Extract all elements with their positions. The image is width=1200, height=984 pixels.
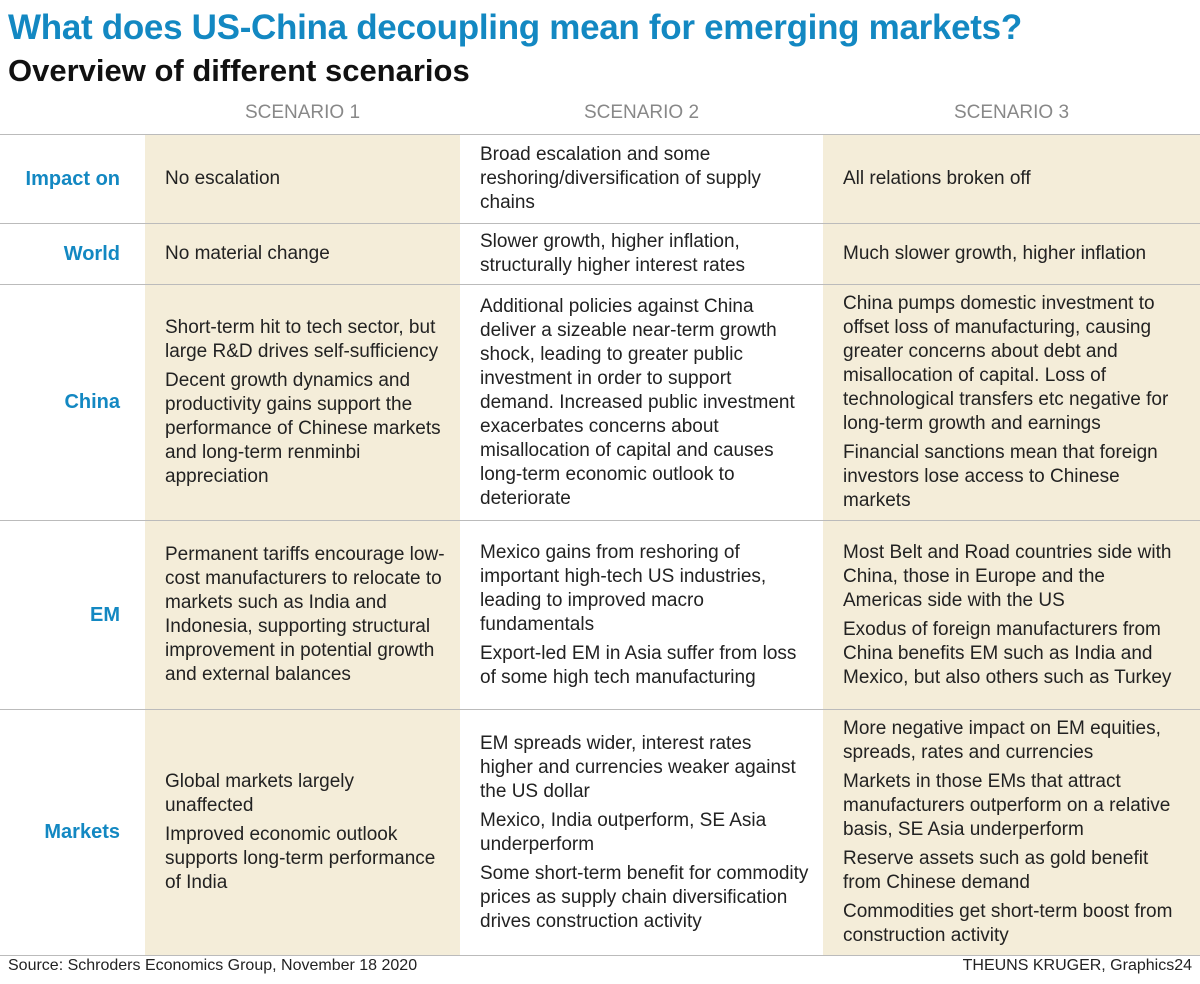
column-header: SCENARIO 2 xyxy=(583,102,700,123)
cell-text: Most Belt and Road countries side with C… xyxy=(843,541,1172,611)
cell-text: Slower growth, higher inflation, structu… xyxy=(480,231,746,276)
cell-text: All relations broken off xyxy=(843,168,1031,189)
cell-text: Markets in those EMs that attract manufa… xyxy=(843,771,1171,840)
cell-text: Financial sanctions mean that foreign in… xyxy=(843,442,1158,511)
table-cell: Much slower growth, higher inflation xyxy=(823,224,1200,284)
cell-text: Much slower growth, higher inflation xyxy=(843,243,1147,264)
table-cell: Additional policies against China delive… xyxy=(460,285,823,520)
table-row: Markets Global markets largely unaffected… xyxy=(0,710,1200,956)
credit: THEUNS KRUGER, Graphics24 xyxy=(962,957,1192,974)
cell-text: Short-term hit to tech sector, but large… xyxy=(165,317,439,362)
cell-text: No material change xyxy=(165,243,330,264)
table-cell: No material change xyxy=(145,224,460,284)
table-cell: China pumps domestic investment to offse… xyxy=(823,285,1200,520)
cell-text: No escalation xyxy=(165,168,281,189)
cell-text: EM spreads wider, interest rates higher … xyxy=(480,732,796,802)
row-label: Impact on xyxy=(25,167,120,190)
column-headers: SCENARIO 1 SCENARIO 2 SCENARIO 3 xyxy=(0,102,1200,132)
table-cell: All relations broken off xyxy=(823,135,1200,223)
subtitle: Overview of different scenarios xyxy=(8,53,470,88)
column-header: SCENARIO 3 xyxy=(953,102,1070,123)
table-cell: More negative impact on EM equities, spr… xyxy=(823,710,1200,955)
cell-text: More negative impact on EM equities, spr… xyxy=(843,718,1161,763)
column-header: SCENARIO 1 xyxy=(244,102,361,123)
row-label: World xyxy=(63,242,120,265)
row-label: Markets xyxy=(44,821,120,843)
cell-text: Broad escalation and some reshoring/dive… xyxy=(480,144,761,213)
cell-text: Export-led EM in Asia suffer from loss o… xyxy=(480,642,797,688)
cell-text: Mexico, India outperform, SE Asia underp… xyxy=(480,809,767,855)
cell-text: Global markets largely unaffected xyxy=(165,771,355,816)
title: What does US-China decoupling mean for e… xyxy=(8,8,1022,47)
table-cell: No escalation xyxy=(145,135,460,223)
table-row: China Short-term hit to tech sector, but … xyxy=(0,285,1200,521)
source: Source: Schroders Economics Group, Novem… xyxy=(8,957,418,974)
table-row: Impact on No escalation Broad escalation a… xyxy=(0,135,1200,224)
row-label: China xyxy=(64,391,120,413)
table-cell: Most Belt and Road countries side with C… xyxy=(823,521,1200,709)
table-cell: EM spreads wider, interest rates higher … xyxy=(460,710,823,955)
row-label: EM xyxy=(90,603,120,626)
table-cell: Mexico gains from reshoring of important… xyxy=(460,521,823,709)
cell-text: Decent growth dynamics and productivity … xyxy=(165,370,441,487)
cell-text: Commodities get short-term boost from co… xyxy=(843,901,1173,946)
table-cell: Permanent tariffs encourage low-cost man… xyxy=(145,521,460,709)
table: Impact on No escalation Broad escalation a… xyxy=(0,134,1200,956)
table-row: World No material change Slower growth, hi… xyxy=(0,224,1200,285)
table-row: EM Permanent tariffs encourage low-cost m… xyxy=(0,521,1200,710)
table-cell: Slower growth, higher inflation, structu… xyxy=(460,224,823,284)
cell-text: Improved economic outlook supports long-… xyxy=(165,824,436,893)
cell-text: Additional policies against China delive… xyxy=(480,295,795,509)
table-cell: Global markets largely unaffected Improve… xyxy=(145,710,460,955)
cell-text: China pumps domestic investment to offse… xyxy=(843,293,1169,434)
cell-text: Exodus of foreign manufacturers from Chi… xyxy=(843,618,1172,688)
cell-text: Permanent tariffs encourage low-cost man… xyxy=(165,544,445,685)
cell-text: Reserve assets such as gold benefit from… xyxy=(843,848,1149,893)
cell-text: Some short-term benefit for commodity pr… xyxy=(480,862,809,932)
table-cell: Short-term hit to tech sector, but large… xyxy=(145,285,460,520)
cell-text: Mexico gains from reshoring of important… xyxy=(480,541,767,635)
table-cell: Broad escalation and some reshoring/dive… xyxy=(460,135,823,223)
